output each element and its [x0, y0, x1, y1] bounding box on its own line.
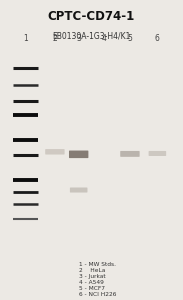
Text: 2: 2 [53, 34, 57, 43]
Text: 3 - Jurkat: 3 - Jurkat [79, 274, 105, 279]
Text: 3: 3 [76, 34, 81, 43]
Text: 4: 4 [102, 34, 107, 43]
Text: 2    HeLa: 2 HeLa [79, 268, 105, 273]
FancyBboxPatch shape [149, 151, 166, 156]
Text: CPTC-CD74-1: CPTC-CD74-1 [48, 10, 135, 23]
Text: 4 - A549: 4 - A549 [79, 280, 104, 285]
Text: 6: 6 [155, 34, 160, 43]
Text: EB0130A-1G3-H4/K1: EB0130A-1G3-H4/K1 [52, 32, 131, 40]
Text: 1 - MW Stds.: 1 - MW Stds. [79, 262, 116, 267]
FancyBboxPatch shape [69, 151, 88, 158]
Text: 6 - NCI H226: 6 - NCI H226 [79, 292, 116, 297]
FancyBboxPatch shape [120, 151, 140, 157]
Text: 5 - MCF7: 5 - MCF7 [79, 286, 105, 291]
Text: 1: 1 [23, 34, 28, 43]
FancyBboxPatch shape [45, 149, 65, 154]
Text: 5: 5 [128, 34, 132, 43]
FancyBboxPatch shape [70, 188, 87, 193]
